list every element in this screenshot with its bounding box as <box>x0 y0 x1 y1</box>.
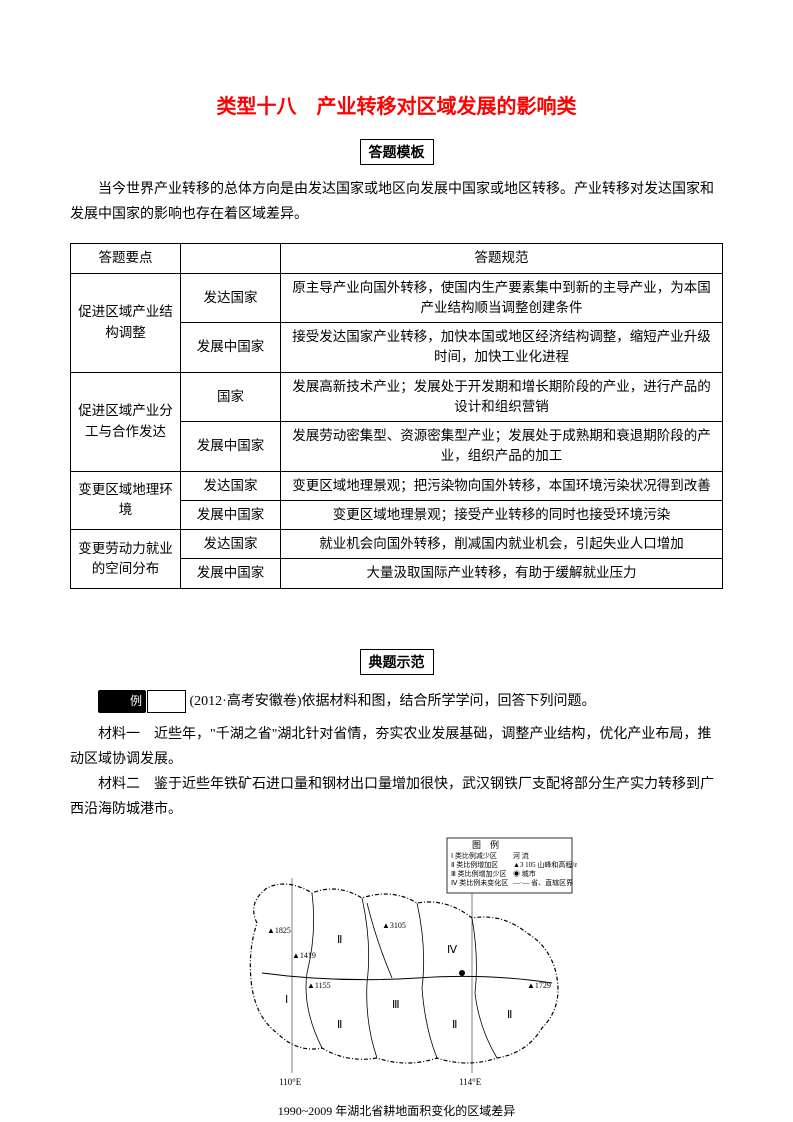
cat-cell: 变更区域地理环境 <box>71 471 181 530</box>
legend-item: Ⅱ 类比例增加区 <box>451 860 498 869</box>
header-col1: 答题要点 <box>71 244 181 273</box>
sub-cell: 发展中国家 <box>181 559 281 588</box>
peak-label: ▲1155 <box>307 981 331 990</box>
page-title: 类型十八 产业转移对区域发展的影响类 <box>70 90 723 119</box>
table-row: 促进区域产业结构调整 发达国家 原主导产业向国外转移，使国内生产要素集中到新的主… <box>71 273 723 323</box>
region-label: Ⅱ <box>337 1019 342 1031</box>
cat-cell: 促进区域产业结构调整 <box>71 273 181 372</box>
table-row: 促进区域产业分工与合作发达 国家 发展高新技术产业；发展处于开发期和增长期阶段的… <box>71 372 723 422</box>
table-header-row: 答题要点 答题规范 <box>71 244 723 273</box>
desc-cell: 接受发达国家产业转移，加快本国或地区经济结构调整，缩短产业升级时间，加快工业化进… <box>281 323 723 373</box>
map-svg: 图 例 Ⅰ 类比例减少区 Ⅱ 类比例增加区 Ⅲ 类比例增加少区 Ⅳ 类比例未变化… <box>217 833 577 1093</box>
region-label: Ⅱ <box>507 1009 512 1021</box>
desc-cell: 发展高新技术产业；发展处于开发期和增长期阶段的产业，进行产品的设计和组织营销 <box>281 372 723 422</box>
section2-label: 典题示范 <box>360 649 434 675</box>
sub-cell: 发达国家 <box>181 471 281 500</box>
lon-label: 110°E <box>279 1077 302 1087</box>
legend-right: ◉ 城市 <box>513 869 536 878</box>
example-source: (2012·高考安徽卷)依据材料和图，结合所学学问，回答下列问题。 <box>190 694 596 709</box>
table-row: 变更劳动力就业的空间分布 发达国家 就业机会向国外转移，削减国内就业机会，引起失… <box>71 530 723 559</box>
desc-cell: 原主导产业向国外转移，使国内生产要素集中到新的主导产业，为本国产业结构顺当调整创… <box>281 273 723 323</box>
cat-cell: 变更劳动力就业的空间分布 <box>71 530 181 589</box>
legend-title: 图 例 <box>472 839 499 850</box>
header-col3: 答题规范 <box>281 244 723 273</box>
sub-cell: 发展中国家 <box>181 422 281 472</box>
map-figure: 图 例 Ⅰ 类比例减少区 Ⅱ 类比例增加区 Ⅲ 类比例增加少区 Ⅳ 类比例未变化… <box>70 833 723 1119</box>
table-row: 变更区域地理环境 发达国家 变更区域地理景观；把污染物向国外转移，本国环境污染状… <box>71 471 723 500</box>
sub-cell: 发达国家 <box>181 530 281 559</box>
region-label: Ⅱ <box>337 934 342 946</box>
sub-cell: 发展中国家 <box>181 500 281 529</box>
header-col2 <box>181 244 281 273</box>
desc-cell: 变更区域地理景观；接受产业转移的同时也接受环境污染 <box>281 500 723 529</box>
material2-text: 材料二 鉴于近些年铁矿石进口量和钢材出口量增加很快，武汉钢铁厂支配将部分生产实力… <box>70 772 723 822</box>
desc-cell: 发展劳动密集型、资源密集型产业；发展处于成熟期和衰退期阶段的产业，组织产品的加工 <box>281 422 723 472</box>
legend-right: —·— 省、直辖区界 <box>512 878 573 887</box>
region-label: Ⅱ <box>452 1019 457 1031</box>
lon-label: 114°E <box>459 1077 482 1087</box>
legend-item: Ⅰ 类比例减少区 <box>451 851 497 860</box>
peak-label: ▲1419 <box>292 951 316 960</box>
desc-cell: 就业机会向国外转移，削减国内就业机会，引起失业人口增加 <box>281 530 723 559</box>
example-line: 例 (2012·高考安徽卷)依据材料和图，结合所学学问，回答下列问题。 <box>70 689 723 714</box>
region-label: Ⅳ <box>447 944 458 956</box>
legend-right: 河 流 <box>513 851 529 860</box>
peak-label: ▲1729 <box>527 981 551 990</box>
sub-cell: 发达国家 <box>181 273 281 323</box>
desc-cell: 变更区域地理景观；把污染物向国外转移，本国环境污染状况得到改善 <box>281 471 723 500</box>
section1-header: 答题模板 <box>70 139 723 165</box>
cat-cell: 促进区域产业分工与合作发达 <box>71 372 181 471</box>
section2-header: 典题示范 <box>70 649 723 675</box>
legend-item: Ⅳ 类比例未变化区 <box>451 878 508 887</box>
answer-table: 答题要点 答题规范 促进区域产业结构调整 发达国家 原主导产业向国外转移，使国内… <box>70 243 723 588</box>
example-tag-icon: 例 <box>98 690 146 714</box>
intro-paragraph: 当今世界产业转移的总体方向是由发达国家或地区向发展中国家或地区转移。产业转移对发… <box>70 177 723 227</box>
section1-label: 答题模板 <box>360 139 434 165</box>
city-dot <box>459 970 465 976</box>
legend-right: ▲3 105 山峰和高程/m <box>513 860 577 869</box>
sub-cell: 国家 <box>181 372 281 422</box>
peak-label: ▲1825 <box>267 926 291 935</box>
peak-label: ▲3105 <box>382 921 406 930</box>
region-label: Ⅰ <box>285 994 288 1006</box>
desc-cell: 大量汲取国际产业转移，有助于缓解就业压力 <box>281 559 723 588</box>
region-label: Ⅲ <box>392 999 400 1011</box>
map-caption: 1990~2009 年湖北省耕地面积变化的区域差异 <box>70 1102 723 1119</box>
legend-item: Ⅲ 类比例增加少区 <box>451 869 507 878</box>
example-num-box <box>147 690 186 714</box>
material1-text: 材料一 近些年，"千湖之省"湖北针对省情，夯实农业发展基础，调整产业结构，优化产… <box>70 722 723 772</box>
sub-cell: 发展中国家 <box>181 323 281 373</box>
